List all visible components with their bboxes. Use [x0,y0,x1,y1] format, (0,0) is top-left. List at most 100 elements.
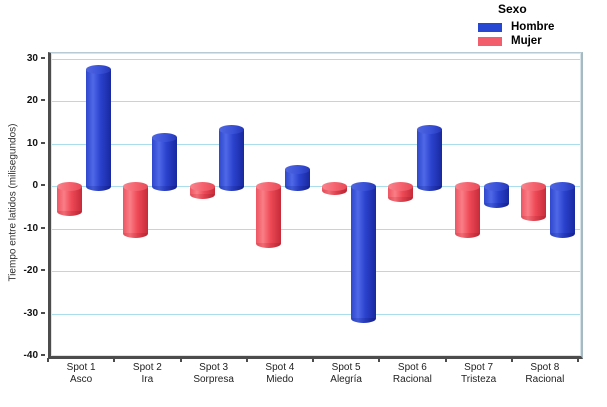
hombre-color-swatch [478,22,502,32]
cylinder-cap-bot [218,182,244,191]
cylinder-body [255,186,281,244]
legend-title: Sexo [498,2,527,16]
cylinder-cap-bot [388,192,414,202]
cylinder-cap-bot [123,228,149,238]
x-tick-mark [179,358,182,362]
category-label-spot-1: Spot 1 Asco [48,362,114,386]
y-tick-label--40: -40 [23,350,38,361]
cylinder-cap-bot [255,239,281,249]
gridline-30 [51,58,581,60]
category-line2: Tristeza [461,374,497,385]
x-tick-mark [47,358,49,362]
gridline-20 [51,101,581,103]
y-tick-mark [41,99,45,102]
gridline-0 [51,186,581,187]
legend-item-label: Hombre [511,21,555,33]
category-line2: Alegría [330,374,362,385]
bar-mujer-spot-2 [123,182,149,238]
cylinder-cap-top [351,182,376,191]
category-line1: Spot 1 [66,362,96,373]
bar-hombre-spot-3 [218,124,244,191]
y-tick-mark [41,141,45,144]
cylinder-body [417,128,443,186]
category-line1: Spot 4 [265,362,295,373]
category-line1: Spot 5 [331,362,361,373]
cylinder-cap-top [123,182,149,191]
cylinder-cap-top [218,124,244,134]
cylinder-cap-top [483,182,509,191]
cylinder-cap-top [520,182,546,191]
x-tick-mark [577,358,579,362]
y-tick-label-0: 0 [32,180,38,191]
x-tick-mark [245,358,248,362]
cylinder-body [123,186,149,233]
gridline--30 [51,313,581,315]
category-label-spot-5: Spot 5 Alegría [313,362,379,386]
cylinder-cap-bot [152,182,178,191]
bar-hombre-spot-8 [549,182,575,238]
bar-hombre-spot-7 [483,182,509,208]
category-line1: Spot 6 [397,362,427,373]
cylinder-cap-bot [520,211,546,221]
cylinder-body [351,186,376,318]
bar-mujer-spot-8 [520,182,546,221]
category-line1: Spot 7 [464,362,494,373]
mujer-color-swatch [478,36,502,46]
category-label-spot-4: Spot 4 Miedo [247,362,313,386]
x-tick-mark [312,358,314,362]
plot-area [48,52,583,359]
cylinder-body [388,186,414,197]
x-tick-mark [113,358,116,362]
category-label-spot-7: Spot 7 Tristeza [446,362,512,386]
y-tick-label-30: 30 [26,52,38,64]
cylinder-cap-bot [549,228,575,238]
cylinder-cap-top [57,182,82,191]
cylinder-cap-top [255,182,281,191]
x-tick-mark [510,358,513,362]
category-line2: Racional [392,374,432,385]
gridline--10 [51,228,581,230]
bar-mujer-spot-3 [189,182,215,200]
y-tick-mark [41,354,45,356]
y-tick-label--20: -20 [23,265,38,276]
gridline--20 [51,271,581,272]
cylinder-body [549,186,575,233]
cylinder-cap-bot [483,198,509,208]
cylinder-cap-top [549,182,575,191]
cylinder-body [86,69,111,186]
cylinder-cap-bot [351,313,376,323]
category-line2: Ira [141,374,154,385]
y-tick-label--30: -30 [23,307,38,319]
cylinder-cap-bot [189,190,215,200]
category-label-spot-3: Spot 3 Sorpresa [181,362,247,386]
bar-mujer-spot-1 [57,182,82,217]
category-line2: Miedo [266,374,294,385]
legend: Sexo Hombre Mujer [478,2,555,47]
y-tick-mark [41,56,45,59]
category-line2: Sorpresa [193,374,234,385]
bar-hombre-spot-2 [152,133,178,191]
cylinder-cap-bot [86,182,111,191]
cylinder-cap-top [454,182,480,191]
y-tick-label--10: -10 [23,222,38,234]
cylinder-cap-bot [454,228,480,238]
legend-item-mujer: Mujer [478,35,554,47]
cylinder-body [454,186,480,233]
y-tick-mark [41,184,45,186]
bar-mujer-spot-7 [454,182,480,238]
cylinder-cap-top [189,182,215,191]
x-tick-mark [444,358,447,362]
gridline-10 [51,143,581,145]
bar-mujer-spot-5 [322,182,347,196]
y-tick-label-10: 10 [26,137,38,149]
bar-hombre-spot-4 [284,165,310,191]
bar-hombre-spot-5 [351,182,376,323]
cylinder-cap-bot [417,182,443,191]
category-line2: Asco [70,374,93,385]
y-tick-label-20: 20 [26,95,38,107]
cylinder-cap-top [417,124,443,134]
cylinder-cap-top [322,182,347,191]
category-label-spot-2: Spot 2 Ira [114,362,180,386]
category-line2: Racional [525,374,565,385]
